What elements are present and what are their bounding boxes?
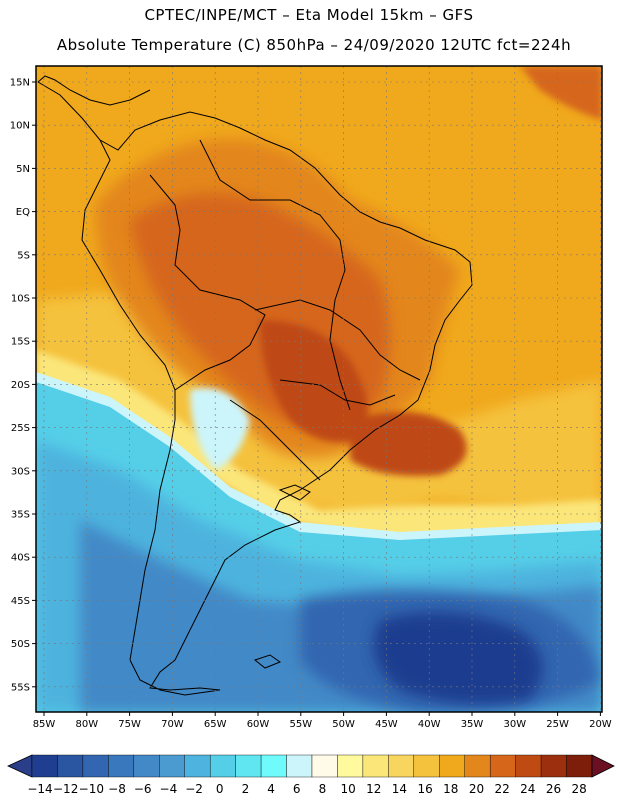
colorbar-label: 24 — [520, 782, 535, 796]
lon-label: 80W — [75, 719, 98, 730]
colorbar-label: 6 — [293, 782, 301, 796]
lat-label: 15N — [10, 78, 30, 89]
colorbar-label: −8 — [108, 782, 126, 796]
colorbar-label: 4 — [267, 782, 275, 796]
lon-label: 70W — [161, 719, 184, 730]
colorbar-cell — [184, 754, 211, 778]
lat-label: 35S — [11, 510, 30, 521]
colorbar-cell — [57, 754, 84, 778]
colorbar-cell — [489, 754, 516, 778]
lat-label: 5N — [16, 164, 30, 175]
colorbar-cell — [311, 754, 338, 778]
colorbar-label: 20 — [469, 782, 484, 796]
lat-label: 30S — [11, 466, 30, 477]
field-hot-core — [260, 320, 368, 443]
lat-label: 25S — [11, 423, 30, 434]
colorbar-cell — [108, 754, 135, 778]
coastline-falklands — [253, 654, 282, 669]
colorbar-label: 28 — [572, 782, 587, 796]
colorbar-cell — [362, 754, 389, 778]
colorbar-label: −4 — [160, 782, 178, 796]
lon-label: 55W — [289, 719, 312, 730]
colorbar-cell — [235, 754, 262, 778]
lat-label: 40S — [11, 553, 30, 564]
lon-label: 25W — [546, 719, 569, 730]
colorbar-cell — [209, 754, 236, 778]
latitude-axis: 15N 10N 5N EQ 5S 10S 15S 20S 25S 30S 35S 40S 45S 50S 5… — [10, 78, 36, 693]
chart-title: CPTEC/INPE/MCT – Eta Model 15km – GFS — [144, 6, 474, 24]
coastline-south-america — [37, 81, 473, 696]
lat-label: 55S — [11, 682, 30, 693]
colorbar-label: 2 — [242, 782, 250, 796]
coastline-rio-plata — [278, 484, 311, 501]
lon-label: 35W — [461, 719, 484, 730]
lat-label: 45S — [11, 596, 30, 607]
colorbar-cell — [388, 754, 415, 778]
colorbar-label: 16 — [417, 782, 432, 796]
graticule — [36, 66, 602, 712]
colorbar-label: 22 — [494, 782, 509, 796]
lat-label: 50S — [11, 639, 30, 650]
colorbar-label: 0 — [216, 782, 224, 796]
colorbar-cell — [337, 754, 364, 778]
lon-label: 85W — [33, 719, 56, 730]
colorbar-cell — [439, 754, 465, 778]
lon-label: 20W — [589, 719, 612, 730]
lon-label: 50W — [332, 719, 355, 730]
coastlines — [37, 75, 473, 696]
colorbar-label: −14 — [27, 782, 52, 796]
colorbar-cell — [133, 754, 160, 778]
colorbar-label: 18 — [443, 782, 458, 796]
border-states — [254, 299, 421, 381]
colorbar-label: 14 — [392, 782, 407, 796]
colorbar-cell — [464, 754, 491, 778]
colorbar-cell — [515, 754, 542, 778]
lat-label: 5S — [17, 250, 30, 261]
temperature-field — [36, 66, 602, 712]
lat-label: 20S — [11, 380, 30, 391]
lon-label: 40W — [418, 719, 441, 730]
field-front-warm-edge — [36, 350, 602, 540]
colorbar-label: 26 — [546, 782, 561, 796]
coastline-central-america — [37, 75, 151, 106]
border-central — [199, 139, 351, 411]
colorbar-label: −10 — [79, 782, 104, 796]
colorbar-label: 12 — [366, 782, 381, 796]
border-parana — [229, 399, 321, 481]
longitude-axis: 85W 80W 75W 70W 65W 60W 55W 50W 45W 40W 35W 30W 25W 2… — [33, 712, 612, 730]
colorbar-label: 8 — [319, 782, 327, 796]
colorbar-cell — [82, 754, 109, 778]
lon-label: 65W — [204, 719, 227, 730]
lat-label: 15S — [11, 337, 30, 348]
colorbar-cell — [540, 754, 567, 778]
colorbar-cell — [260, 754, 287, 778]
lat-label: EQ — [16, 207, 30, 218]
colorbar-label: −2 — [185, 782, 203, 796]
colorbar: −14 −12 −10 −8 −6 −4 −2 0 2 4 6 8 10 12 14 16 18 20 22 24 26… — [7, 754, 615, 796]
lat-label: 10N — [10, 121, 30, 132]
lon-label: 75W — [118, 719, 141, 730]
field-core-cold — [373, 612, 543, 705]
colorbar-cell — [159, 754, 185, 778]
colorbar-min-arrow — [7, 754, 33, 778]
colorbar-cell — [413, 754, 440, 778]
colorbar-cell — [286, 754, 313, 778]
colorbar-label: −12 — [53, 782, 78, 796]
lat-label: 10S — [11, 294, 30, 305]
map-frame — [35, 65, 603, 713]
field-andes-cold — [190, 388, 250, 470]
colorbar-cell — [31, 754, 58, 778]
colorbar-label: −6 — [134, 782, 152, 796]
border-west — [149, 174, 266, 391]
lon-label: 30W — [503, 719, 526, 730]
colorbar-max-arrow — [591, 754, 615, 778]
chart-subtitle: Absolute Temperature (C) 850hPa – 24/09/… — [56, 36, 572, 54]
border-states-south — [279, 379, 396, 406]
lon-label: 45W — [375, 719, 398, 730]
field-hot-caribbean — [520, 66, 602, 120]
colorbar-cell — [566, 754, 593, 778]
lon-label: 60W — [247, 719, 270, 730]
colorbar-label: 10 — [340, 782, 355, 796]
